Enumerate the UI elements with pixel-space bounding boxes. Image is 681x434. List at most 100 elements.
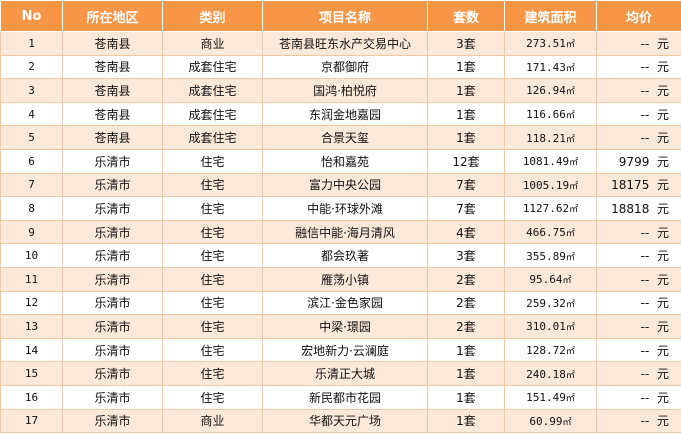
cell-no: 14 bbox=[0, 337, 63, 363]
cell-no: 2 bbox=[0, 54, 63, 80]
cell-project: 国鸿·柏悦府 bbox=[262, 78, 428, 103]
area-unit: ㎡ bbox=[565, 370, 575, 381]
cell-price: -- 元 bbox=[596, 243, 681, 268]
cell-project: 东润金地嘉园 bbox=[262, 101, 428, 127]
cell-units: 1套 bbox=[427, 384, 505, 410]
area-value: 466.75 bbox=[526, 226, 566, 240]
cell-price: -- 元 bbox=[596, 266, 681, 292]
price-value: -- bbox=[640, 225, 650, 240]
table-row: 9 乐清市 住宅 融信中能·海月清风 4套 466.75㎡ -- 元 bbox=[0, 219, 681, 245]
cell-area: 151.49㎡ bbox=[504, 384, 597, 410]
cell-region: 苍南县 bbox=[62, 78, 163, 103]
cell-price: 18175 元 bbox=[596, 172, 681, 198]
area-value: 126.94 bbox=[526, 84, 566, 98]
price-value: -- bbox=[640, 367, 650, 382]
cell-category: 商业 bbox=[162, 31, 263, 56]
cell-area: 259.32㎡ bbox=[504, 290, 597, 316]
price-value: -- bbox=[640, 60, 650, 75]
price-unit: 元 bbox=[656, 249, 669, 264]
cell-region: 苍南县 bbox=[62, 54, 163, 80]
table-row: 17 乐清市 商业 华都天元广场 1套 60.99㎡ -- 元 bbox=[0, 408, 681, 434]
cell-region: 苍南县 bbox=[62, 31, 163, 56]
cell-project: 华都天元广场 bbox=[262, 408, 428, 434]
cell-no: 6 bbox=[0, 148, 63, 174]
header-row: No 所在地区 类别 项目名称 套数 建筑面积 均价 bbox=[0, 0, 681, 32]
price-unit: 元 bbox=[656, 390, 669, 405]
cell-price: 18818 元 bbox=[596, 196, 681, 221]
price-value: 18818 bbox=[611, 201, 650, 216]
cell-area: 95.64㎡ bbox=[504, 266, 597, 292]
cell-units: 2套 bbox=[427, 290, 505, 316]
table-row: 8 乐清市 住宅 中能·环球外滩 7套 1127.62㎡ 18818 元 bbox=[0, 196, 681, 221]
table-row: 15 乐清市 住宅 乐清正大城 1套 240.18㎡ -- 元 bbox=[0, 361, 681, 386]
area-unit: ㎡ bbox=[565, 111, 575, 122]
cell-project: 乐清正大城 bbox=[262, 361, 428, 386]
cell-project: 合景天玺 bbox=[262, 125, 428, 150]
cell-no: 3 bbox=[0, 78, 63, 103]
cell-price: -- 元 bbox=[596, 408, 681, 434]
cell-area: 273.51㎡ bbox=[504, 31, 597, 56]
cell-region: 乐清市 bbox=[62, 219, 163, 245]
cell-units: 1套 bbox=[427, 337, 505, 363]
cell-category: 住宅 bbox=[162, 266, 263, 292]
cell-no: 17 bbox=[0, 408, 63, 434]
cell-area: 126.94㎡ bbox=[504, 78, 597, 103]
area-unit: ㎡ bbox=[565, 63, 575, 74]
area-value: 1127.62 bbox=[522, 202, 570, 216]
cell-units: 1套 bbox=[427, 408, 505, 434]
cell-price: -- 元 bbox=[596, 31, 681, 56]
cell-region: 乐清市 bbox=[62, 384, 163, 410]
table-body: 1 苍南县 商业 苍南县旺东水产交易中心 3套 273.51㎡ -- 元 2 苍南县 成套住宅 京都… bbox=[0, 31, 681, 434]
area-value: 118.21 bbox=[526, 131, 566, 145]
price-unit: 元 bbox=[656, 36, 669, 51]
cell-project: 京都御府 bbox=[262, 54, 428, 80]
price-value: -- bbox=[640, 83, 650, 98]
area-unit: ㎡ bbox=[565, 252, 575, 263]
price-unit: 元 bbox=[656, 201, 669, 216]
price-value: 9799 bbox=[618, 154, 650, 169]
cell-no: 15 bbox=[0, 361, 63, 386]
cell-units: 1套 bbox=[427, 125, 505, 150]
cell-region: 乐清市 bbox=[62, 196, 163, 221]
cell-units: 1套 bbox=[427, 54, 505, 80]
table-row: 7 乐清市 住宅 富力中央公园 7套 1005.19㎡ 18175 元 bbox=[0, 172, 681, 198]
price-value: -- bbox=[640, 249, 650, 264]
table-row: 16 乐清市 住宅 新民都市花园 1套 151.49㎡ -- 元 bbox=[0, 384, 681, 410]
header-units: 套数 bbox=[427, 0, 505, 32]
cell-area: 240.18㎡ bbox=[504, 361, 597, 386]
cell-project: 新民都市花园 bbox=[262, 384, 428, 410]
cell-no: 10 bbox=[0, 243, 63, 268]
cell-category: 住宅 bbox=[162, 219, 263, 245]
cell-units: 1套 bbox=[427, 101, 505, 127]
cell-units: 1套 bbox=[427, 78, 505, 103]
cell-area: 1005.19㎡ bbox=[504, 172, 597, 198]
area-value: 128.72 bbox=[526, 344, 566, 358]
price-unit: 元 bbox=[656, 178, 669, 193]
cell-price: -- 元 bbox=[596, 125, 681, 150]
cell-no: 4 bbox=[0, 101, 63, 127]
area-unit: ㎡ bbox=[569, 205, 579, 216]
area-value: 259.32 bbox=[526, 296, 566, 310]
area-value: 1005.19 bbox=[522, 178, 570, 192]
price-unit: 元 bbox=[656, 296, 669, 311]
cell-category: 住宅 bbox=[162, 172, 263, 198]
area-value: 355.89 bbox=[526, 249, 566, 263]
cell-area: 118.21㎡ bbox=[504, 125, 597, 150]
cell-no: 11 bbox=[0, 266, 63, 292]
area-value: 116.66 bbox=[526, 108, 566, 122]
cell-area: 466.75㎡ bbox=[504, 219, 597, 245]
cell-category: 成套住宅 bbox=[162, 125, 263, 150]
area-unit: ㎡ bbox=[565, 134, 575, 145]
price-value: 18175 bbox=[611, 178, 650, 193]
cell-category: 住宅 bbox=[162, 148, 263, 174]
cell-price: -- 元 bbox=[596, 290, 681, 316]
area-value: 95.64 bbox=[529, 273, 563, 287]
cell-project: 中能·环球外滩 bbox=[262, 196, 428, 221]
header-region: 所在地区 bbox=[62, 0, 163, 32]
area-value: 60.99 bbox=[529, 414, 563, 428]
cell-price: -- 元 bbox=[596, 101, 681, 127]
area-value: 151.49 bbox=[526, 391, 566, 405]
price-value: -- bbox=[640, 131, 650, 146]
cell-area: 310.01㎡ bbox=[504, 314, 597, 339]
area-unit: ㎡ bbox=[565, 229, 575, 240]
